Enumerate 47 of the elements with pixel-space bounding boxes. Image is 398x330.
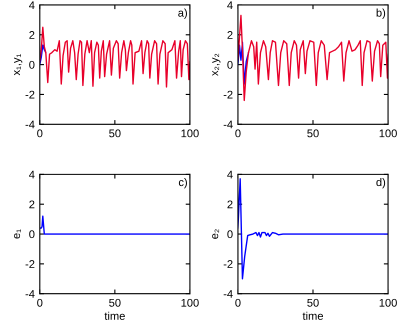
x-tick-label: 100 xyxy=(181,298,199,307)
line-series xyxy=(40,26,190,88)
y-tick-label: 0 xyxy=(29,60,35,69)
y-tick-label: 4 xyxy=(29,1,35,9)
x-axis-title: time xyxy=(104,312,125,320)
y-tick-label: 2 xyxy=(227,31,233,39)
x-tick-label: 50 xyxy=(307,298,319,307)
y-tick-label: 2 xyxy=(227,200,233,208)
y-tick-label: -4 xyxy=(224,290,233,298)
x-tick-label: 100 xyxy=(380,298,397,307)
x-tick-label: 0 xyxy=(37,298,42,307)
annotation: a) xyxy=(178,8,187,19)
y-axis-title: x₁,y₁ xyxy=(14,54,22,76)
annotation: b) xyxy=(376,8,386,19)
y-tick-label: 0 xyxy=(29,230,35,238)
y-tick-label: 2 xyxy=(29,31,34,39)
line-series xyxy=(40,44,46,66)
y-tick-label: -2 xyxy=(26,260,34,268)
x-tick-label: 0 xyxy=(235,298,241,307)
y-tick-label: 4 xyxy=(227,170,233,178)
x-tick-label: 50 xyxy=(307,129,319,138)
line-series xyxy=(40,215,190,235)
line-series xyxy=(238,178,388,280)
annotation: c) xyxy=(178,178,187,188)
x-tick-label: 100 xyxy=(380,129,397,138)
y-tick-label: -2 xyxy=(224,90,233,98)
y-tick-label: 0 xyxy=(227,60,233,69)
y-tick-label: -4 xyxy=(26,290,35,298)
x-tick-label: 100 xyxy=(181,129,199,138)
y-tick-label: 0 xyxy=(227,230,233,238)
y-tick-label: -4 xyxy=(26,120,35,128)
y-tick-label: 2 xyxy=(29,200,34,208)
y-axis-title: x₂,y₂ xyxy=(212,54,220,76)
line-series xyxy=(238,42,250,85)
annotation: d) xyxy=(376,178,386,188)
y-axis-title: e₂ xyxy=(212,229,220,239)
y-tick-label: -4 xyxy=(224,120,233,128)
x-tick-label: 50 xyxy=(109,129,121,138)
y-tick-label: 4 xyxy=(29,170,35,178)
x-axis-title: time xyxy=(302,312,323,320)
y-tick-label: 4 xyxy=(227,1,233,9)
y-tick-label: -2 xyxy=(224,260,233,268)
x-tick-label: 0 xyxy=(235,129,241,138)
x-tick-label: 50 xyxy=(109,298,121,307)
y-axis-title: e₁ xyxy=(14,229,21,239)
x-tick-label: 0 xyxy=(37,129,42,138)
y-tick-label: -2 xyxy=(26,90,34,98)
